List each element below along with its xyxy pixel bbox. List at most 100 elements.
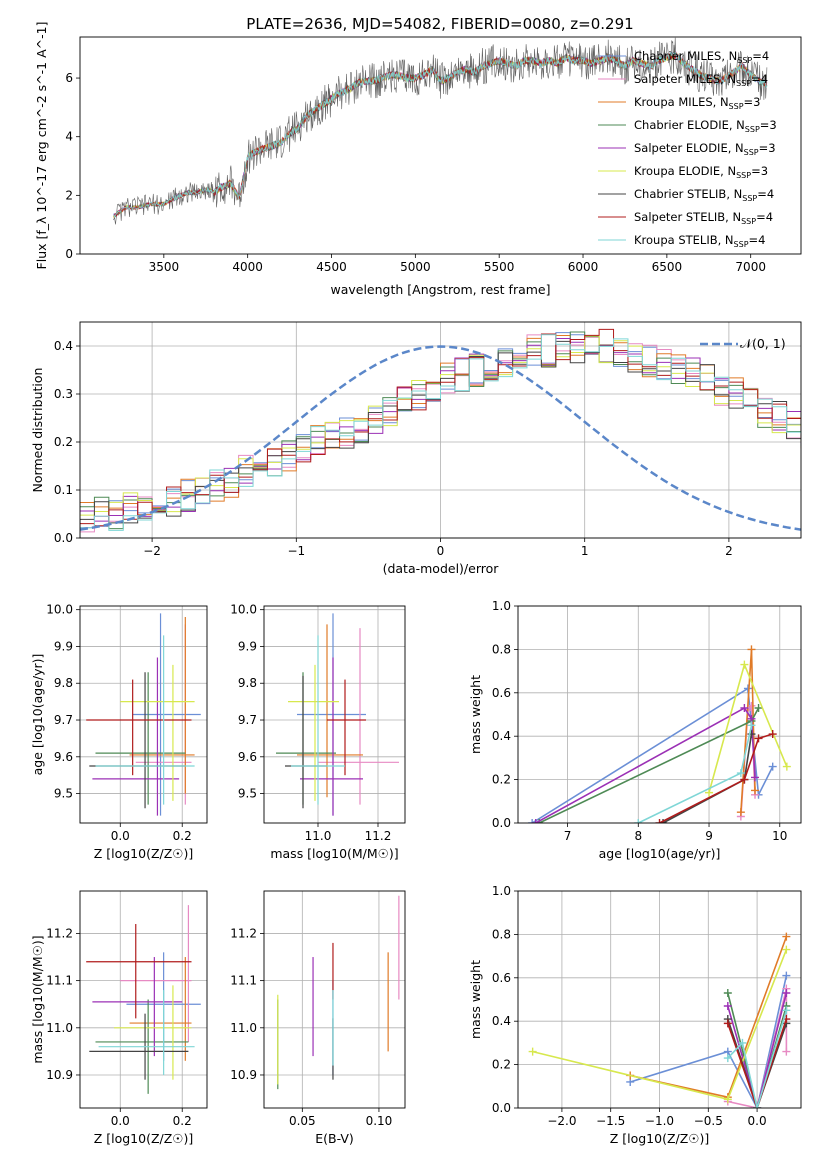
y-tick-label: 9.7	[238, 713, 257, 727]
legend-text: Salpeter STELIB, N	[634, 210, 741, 224]
axes-frame	[517, 890, 802, 1109]
x-tick-label: 11.0	[305, 829, 332, 843]
weight-point	[723, 988, 732, 997]
spectrum-line-kroupa-stelib	[113, 51, 768, 218]
x-tick-label: 6000	[568, 260, 599, 274]
weight-point	[782, 762, 791, 771]
weight-line	[531, 687, 774, 823]
x-tick-label: 0.0	[111, 1114, 130, 1128]
weight-point	[528, 1047, 537, 1056]
weight-point	[736, 769, 745, 778]
y-tick-label: 11.2	[46, 926, 73, 940]
weight-point	[738, 1038, 747, 1047]
x-axis-label: Z [log10(Z/Z☉)]	[94, 1131, 194, 1146]
chart-spectrum: 3500 4000 4500 5000 5500 6000 6500 7000 0 2 4 6 Chab…	[34, 22, 802, 297]
x-tick-label: 10	[772, 829, 787, 843]
legend-entry: Salpeter STELIB, NSSP=4	[634, 210, 773, 226]
y-tick-label: 11.0	[46, 1021, 73, 1035]
weight-point	[705, 788, 714, 797]
weight-point	[655, 819, 664, 823]
weight-point	[751, 773, 760, 782]
x-axis-label: age [log10(age/yr)]	[599, 846, 721, 861]
y-tick-label: 9.9	[54, 639, 73, 653]
weight-point	[768, 762, 777, 771]
y-tick-label: 9.7	[54, 713, 73, 727]
legend-entry: Salpeter ELODIE, NSSP=3	[634, 141, 776, 157]
weight-line	[662, 733, 753, 823]
axes-frame	[517, 605, 802, 824]
y-tick-label: 6	[65, 71, 73, 85]
chart-age-vs-Z: 0.0 0.2 9.5 9.6 9.7 9.8 9.9 10.0 Z [log10(Z/Z☉)]…	[30, 603, 208, 861]
x-tick-label: 4500	[316, 260, 347, 274]
weight-point	[634, 819, 643, 823]
y-tick-label: 9.8	[54, 676, 73, 690]
x-tick-label: 0.0	[748, 1114, 767, 1128]
weight-point	[768, 730, 777, 739]
plot-area	[528, 645, 791, 823]
plot-area	[113, 37, 768, 225]
legend-count: =4	[749, 233, 766, 247]
y-tick-label: 0.4	[54, 339, 73, 353]
plots-layer: 3500 4000 4500 5000 5500 6000 6500 7000 0 2 4 6 Chab…	[30, 22, 802, 1146]
x-tick-label: 0.2	[173, 1114, 192, 1128]
x-tick-label: 6500	[652, 260, 683, 274]
y-tick-label: 11.0	[230, 1021, 257, 1035]
y-tick-label: 11.1	[230, 974, 257, 988]
y-tick-label: 10.9	[46, 1068, 73, 1082]
legend-count: =3	[759, 141, 776, 155]
weight-line	[538, 707, 760, 823]
legend-entry: Kroupa STELIB, NSSP=4	[634, 233, 765, 249]
axes-frame	[263, 605, 406, 824]
weight-point	[531, 819, 540, 823]
y-tick-label: 4	[65, 130, 73, 144]
weight-point	[754, 734, 763, 743]
y-axis-label: mass weight	[468, 675, 483, 754]
legend-text: Chabrier STELIB, N	[634, 187, 742, 201]
y-axis-label: Normed distribution	[30, 368, 45, 493]
chart-mass-vs-ebv: 0.05 0.10 10.9 11.0 11.1 11.2 E(B-V)	[230, 890, 406, 1146]
axes-frame	[79, 890, 208, 1109]
weight-point	[782, 1006, 791, 1015]
y-tick-label: 9.8	[238, 676, 257, 690]
plot-area	[528, 932, 791, 1108]
histogram-salpeter-stelib	[80, 328, 801, 538]
weight-point	[747, 701, 756, 710]
x-tick-label: 9	[705, 829, 713, 843]
legend-count: =4	[756, 210, 773, 224]
legend-count: =4	[751, 72, 768, 86]
plot-area	[86, 905, 201, 1094]
x-tick-label: 0.10	[366, 1114, 393, 1128]
legend-text: Kroupa STELIB, N	[634, 233, 734, 247]
weight-line	[629, 975, 788, 1108]
legend-entry: 𝒩(0, 1)	[740, 336, 786, 351]
x-tick-label: 7000	[735, 260, 766, 274]
weight-line	[727, 1018, 788, 1108]
chart-residuals: −2 −1 0 1 2 0.0 0.1 0.2 0.3 0.4 𝒩(0, 1) (data-model…	[30, 321, 802, 576]
x-tick-label: 2	[725, 544, 733, 558]
y-tick-label: 0.0	[492, 816, 511, 830]
legend-count: =3	[744, 95, 761, 109]
x-tick-label: −1.0	[645, 1114, 674, 1128]
weight-point	[723, 1019, 732, 1028]
y-axis-label: mass weight	[468, 960, 483, 1039]
x-tick-label: 11.2	[365, 829, 392, 843]
normal-curve	[80, 345, 801, 531]
weight-point	[723, 1002, 732, 1011]
histogram-chabrier-elodie	[80, 331, 801, 538]
weight-point	[782, 945, 791, 954]
chart-mass-vs-Z: 0.0 0.2 10.9 11.0 11.1 11.2 Z [log10(Z/Z☉)] mas…	[30, 890, 208, 1146]
legend-subscript: SSP	[744, 148, 759, 157]
legend-count: =4	[757, 187, 774, 201]
y-tick-label: 10.0	[230, 603, 257, 617]
weight-point	[740, 660, 749, 669]
y-tick-label: 0.8	[492, 927, 511, 941]
legend-entry: Chabrier ELODIE, NSSP=3	[634, 118, 777, 134]
legend-subscript: SSP	[736, 79, 751, 88]
legend-text: Salpeter MILES, N	[634, 72, 736, 86]
legend-entry: Chabrier STELIB, NSSP=4	[634, 187, 774, 203]
x-tick-label: −1	[287, 544, 305, 558]
x-tick-label: 7	[564, 829, 572, 843]
x-axis-label: Z [log10(Z/Z☉)]	[94, 846, 194, 861]
weight-line	[727, 992, 788, 1108]
weight-line	[535, 706, 756, 823]
